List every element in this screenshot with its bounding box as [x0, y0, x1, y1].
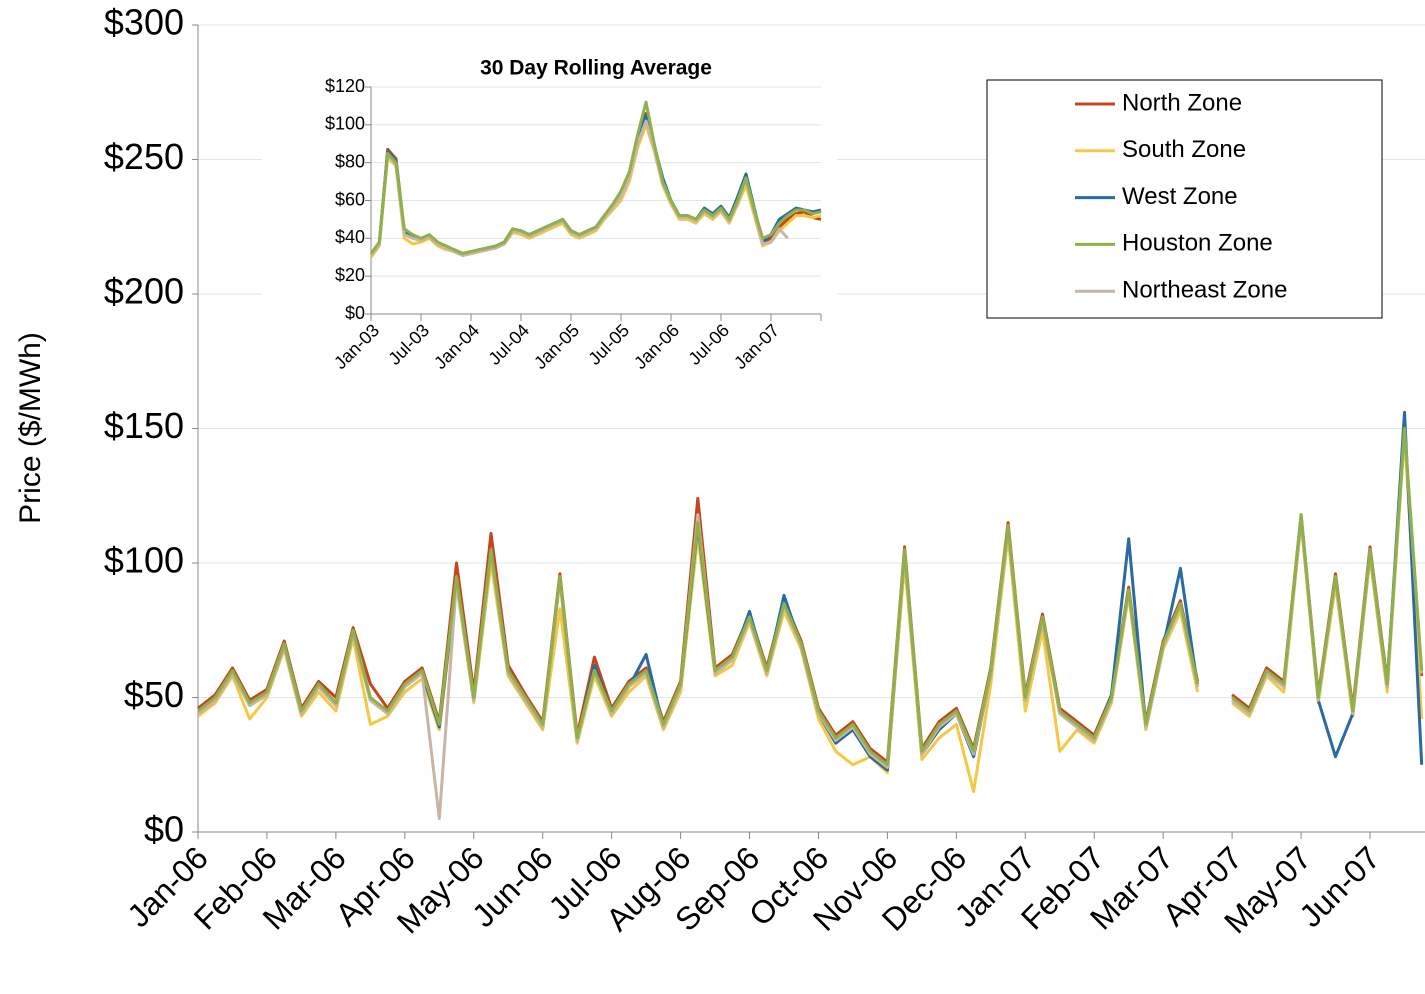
legend-box — [986, 79, 1383, 319]
y-tick-label: $60 — [335, 189, 365, 209]
series-line — [369, 100, 822, 255]
legend-label: North Zone — [1122, 89, 1242, 116]
y-tick-label: $20 — [335, 265, 365, 285]
y-tick-label: $150 — [104, 405, 184, 446]
series-line — [197, 427, 1424, 767]
inset-title: 30 Day Rolling Average — [480, 57, 712, 80]
y-tick-label: $80 — [335, 151, 365, 171]
series-line — [197, 410, 1424, 772]
series-line — [197, 429, 1424, 820]
y-tick-label: $100 — [325, 114, 365, 134]
y-tick-label: $200 — [104, 271, 184, 312]
y-tick-label: $0 — [144, 809, 184, 850]
legend: North Zone South Zone West Zone Houston Zon… — [986, 79, 1383, 319]
y-tick-label: $0 — [345, 303, 365, 323]
y-tick-label: $100 — [104, 540, 184, 581]
series-line — [197, 432, 1424, 794]
y-axis-label: Price ($/MWh) — [14, 332, 47, 524]
y-tick-label: $300 — [104, 2, 184, 43]
series-line — [197, 432, 1424, 764]
legend-label: South Zone — [1122, 136, 1246, 163]
y-tick-label: $120 — [325, 76, 365, 96]
y-tick-label: $250 — [104, 136, 184, 177]
legend-label: Houston Zone — [1122, 230, 1273, 257]
legend-label: West Zone — [1122, 183, 1238, 210]
y-tick-label: $40 — [335, 227, 365, 247]
y-tick-label: $50 — [124, 674, 184, 715]
legend-label: Northeast Zone — [1122, 277, 1287, 304]
